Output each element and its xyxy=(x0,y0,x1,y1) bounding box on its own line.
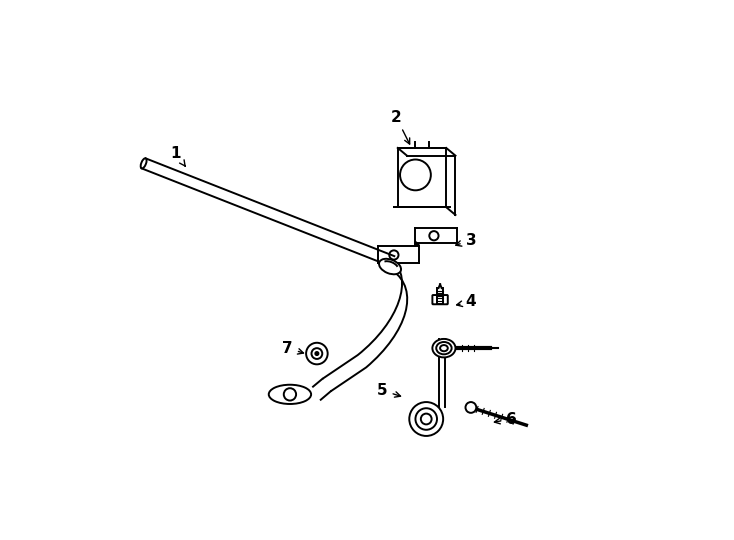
Ellipse shape xyxy=(141,158,147,168)
Circle shape xyxy=(316,352,319,355)
FancyBboxPatch shape xyxy=(432,295,448,304)
Circle shape xyxy=(410,402,443,436)
Text: 5: 5 xyxy=(377,383,401,398)
Ellipse shape xyxy=(432,339,456,357)
Text: 1: 1 xyxy=(171,146,185,166)
Circle shape xyxy=(465,402,476,413)
Text: 3: 3 xyxy=(456,233,476,248)
Ellipse shape xyxy=(379,259,401,274)
Text: 2: 2 xyxy=(390,110,410,144)
Text: 6: 6 xyxy=(495,411,517,427)
Circle shape xyxy=(306,343,327,364)
Text: 4: 4 xyxy=(457,294,476,309)
Ellipse shape xyxy=(269,384,311,404)
Text: 7: 7 xyxy=(283,341,303,356)
